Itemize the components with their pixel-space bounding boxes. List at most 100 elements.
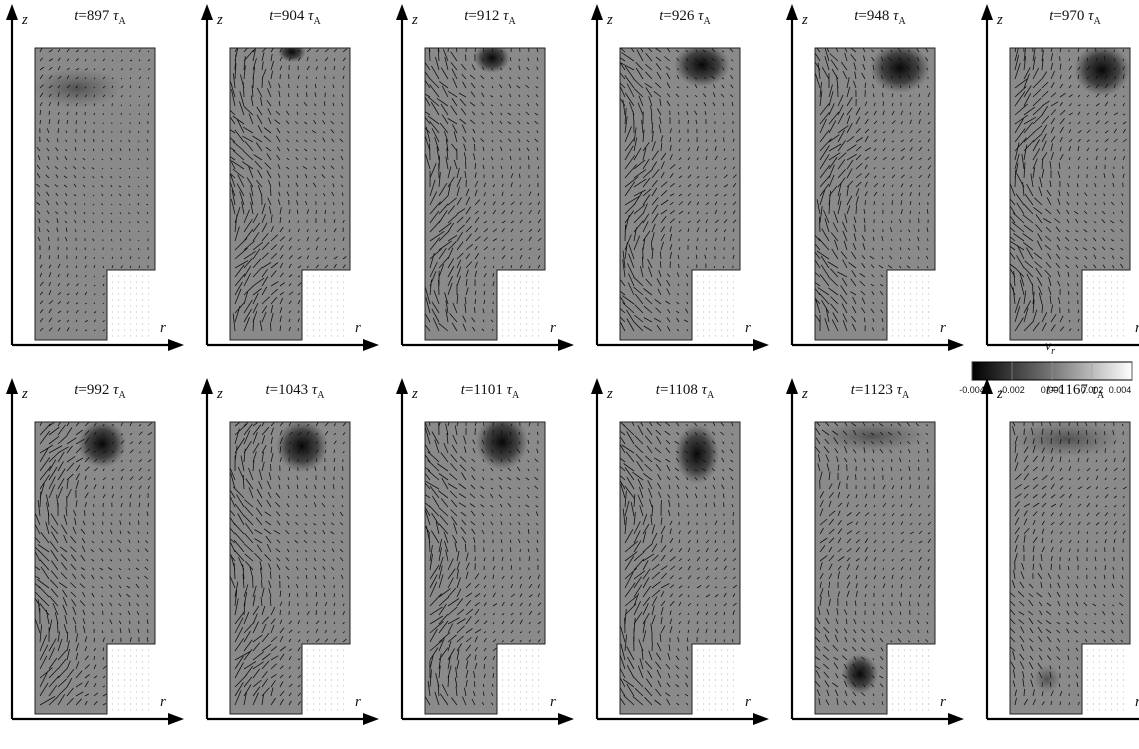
z-label: z — [801, 386, 808, 402]
r-label: r — [745, 694, 751, 710]
title-value: =897 — [78, 8, 113, 24]
r-arrow — [363, 339, 379, 351]
z-label: z — [606, 386, 613, 402]
panel-title: t=897 τA — [74, 8, 126, 27]
panel-title: t=970 τA — [1049, 8, 1101, 27]
colorbar-tick-label: -0.002 — [999, 385, 1025, 395]
domain — [425, 422, 545, 714]
r-label: r — [355, 694, 361, 710]
z-label: z — [216, 12, 223, 28]
colorbar-tick-label: 0.004 — [1109, 385, 1132, 395]
figure: vr -0.004-0.0020.0000.0020.004 t=897 τAz… — [0, 0, 1139, 749]
z-arrow — [201, 4, 213, 20]
title-unit-sub: A — [509, 16, 517, 27]
z-label: z — [996, 12, 1003, 28]
r-label: r — [1135, 694, 1139, 710]
z-arrow — [786, 4, 798, 20]
r-label: r — [1135, 320, 1139, 336]
title-unit-sub: A — [899, 16, 907, 27]
z-arrow — [201, 378, 213, 394]
r-arrow — [168, 713, 184, 725]
title-value: =912 — [468, 8, 503, 24]
z-label: z — [21, 386, 28, 402]
empty-region — [307, 276, 344, 336]
panel-title: t=948 τA — [854, 8, 906, 27]
vortex-shading — [1033, 665, 1061, 693]
r-label: r — [355, 320, 361, 336]
title-value: =948 — [858, 8, 893, 24]
panel-title: t=926 τA — [659, 8, 711, 27]
panel-title: t=1167 τA — [1046, 382, 1105, 401]
r-arrow — [753, 713, 769, 725]
title-unit-sub: A — [119, 16, 127, 27]
z-label: z — [411, 12, 418, 28]
title-value: =926 — [663, 8, 698, 24]
panel: t=992 τA z r — [6, 378, 184, 725]
z-label: z — [801, 12, 808, 28]
title-unit-sub: A — [314, 16, 322, 27]
panel-title: t=1108 τA — [656, 382, 715, 401]
title-unit-sub: A — [707, 390, 715, 401]
panel-title: t=1043 τA — [266, 382, 326, 401]
title-unit-sub: A — [119, 390, 127, 401]
z-label: z — [996, 386, 1003, 402]
vortex-shading — [817, 420, 927, 452]
panel: t=1167 τA z r — [981, 378, 1139, 725]
z-arrow — [786, 378, 798, 394]
colorbar-label-sub: r — [1051, 346, 1055, 357]
title-unit-sub: A — [1097, 390, 1105, 401]
title-unit-sub: A — [1094, 16, 1102, 27]
empty-region — [502, 276, 539, 336]
vortex-shading — [1074, 44, 1130, 96]
vortex-shading — [675, 424, 719, 484]
panel-title: t=992 τA — [74, 382, 126, 401]
z-label: z — [216, 386, 223, 402]
vortex-shading — [278, 42, 306, 62]
empty-region — [892, 276, 929, 336]
title-unit-sub: A — [704, 16, 712, 27]
z-arrow — [6, 378, 18, 394]
r-label: r — [160, 694, 166, 710]
empty-region — [112, 276, 149, 336]
panel-title: t=904 τA — [269, 8, 321, 27]
panel: t=1123 τA z r — [786, 378, 964, 725]
title-value: =904 — [273, 8, 308, 24]
z-arrow — [591, 378, 603, 394]
z-arrow — [396, 4, 408, 20]
r-label: r — [160, 320, 166, 336]
r-label: r — [940, 320, 946, 336]
r-label: r — [550, 694, 556, 710]
panel-title: t=1123 τA — [851, 382, 910, 401]
panel: t=1043 τA z r — [201, 378, 379, 725]
r-arrow — [363, 713, 379, 725]
panel-title: t=912 τA — [464, 8, 516, 27]
empty-region — [697, 650, 734, 710]
panel: t=970 τA z r — [981, 4, 1139, 351]
z-arrow — [591, 4, 603, 20]
z-label: z — [411, 386, 418, 402]
panel: t=948 τA z r — [786, 4, 964, 351]
z-arrow — [981, 4, 993, 20]
r-label: r — [940, 694, 946, 710]
vortex-shading — [842, 654, 878, 694]
empty-region — [112, 650, 149, 710]
vortex-shading — [32, 68, 122, 108]
title-value: =1108 — [660, 382, 702, 398]
empty-region — [1087, 276, 1124, 336]
title-unit-sub: A — [512, 390, 520, 401]
z-arrow — [6, 4, 18, 20]
title-unit-sub: A — [902, 390, 910, 401]
colorbar-label: vr — [1045, 339, 1055, 357]
empty-region — [892, 650, 929, 710]
r-label: r — [550, 320, 556, 336]
title-value: =1123 — [855, 382, 897, 398]
r-arrow — [558, 339, 574, 351]
r-arrow — [948, 713, 964, 725]
vortex-shading — [674, 43, 730, 87]
title-value: =1101 — [465, 382, 507, 398]
z-label: z — [606, 12, 613, 28]
title-value: =970 — [1053, 8, 1088, 24]
